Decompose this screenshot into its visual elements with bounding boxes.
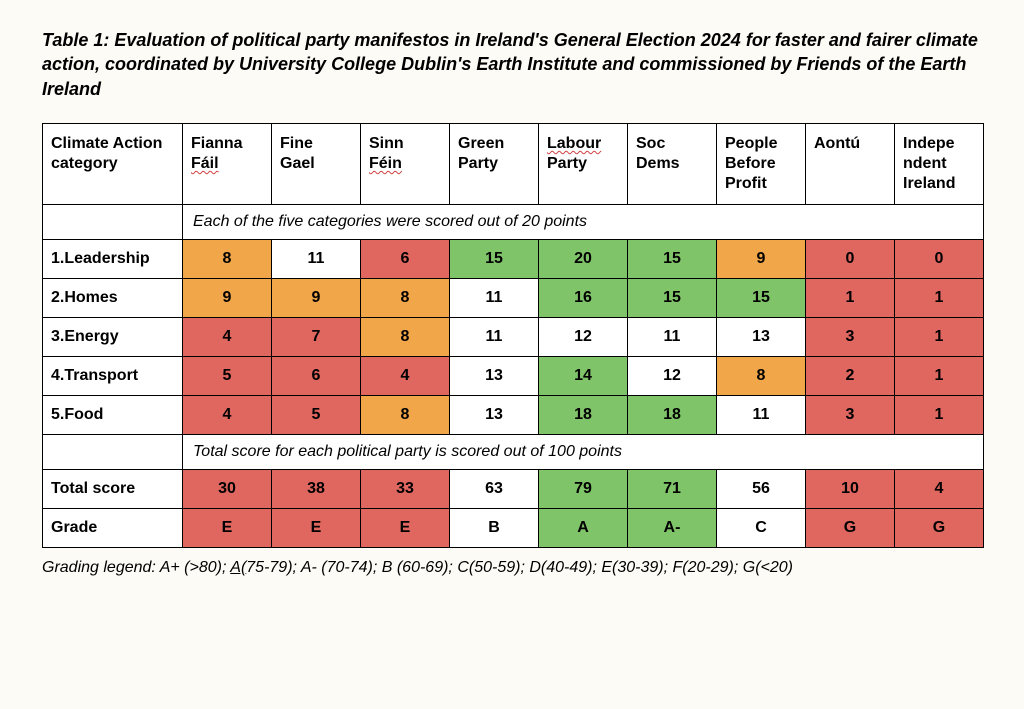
- score-cell: 16: [539, 278, 628, 317]
- category-header: Climate Action category: [43, 123, 183, 204]
- score-cell: 9: [272, 278, 361, 317]
- row-label: Total score: [43, 469, 183, 508]
- score-cell: 11: [628, 317, 717, 356]
- score-cell: 11: [450, 317, 539, 356]
- score-cell: E: [183, 508, 272, 547]
- table-row: 5.Food4581318181131: [43, 395, 984, 434]
- score-cell: A-: [628, 508, 717, 547]
- row-label: 3.Energy: [43, 317, 183, 356]
- party-header: IndependentIreland: [895, 123, 984, 204]
- score-cell: 9: [717, 239, 806, 278]
- evaluation-table: Climate Action category FiannaFáilFineGa…: [42, 123, 984, 548]
- score-cell: 6: [361, 239, 450, 278]
- score-cell: 5: [183, 356, 272, 395]
- score-cell: 4: [183, 317, 272, 356]
- table-row: Total score30383363797156104: [43, 469, 984, 508]
- note-spacer: [43, 434, 183, 469]
- score-cell: G: [806, 508, 895, 547]
- score-cell: 5: [272, 395, 361, 434]
- table-title: Table 1: Evaluation of political party m…: [42, 28, 982, 101]
- score-cell: 15: [717, 278, 806, 317]
- party-header: FiannaFáil: [183, 123, 272, 204]
- score-cell: 4: [361, 356, 450, 395]
- score-cell: 8: [717, 356, 806, 395]
- score-cell: G: [895, 508, 984, 547]
- score-cell: C: [717, 508, 806, 547]
- score-cell: 11: [717, 395, 806, 434]
- note-text: Total score for each political party is …: [183, 434, 984, 469]
- score-cell: 20: [539, 239, 628, 278]
- score-cell: 11: [450, 278, 539, 317]
- row-label: 5.Food: [43, 395, 183, 434]
- score-cell: 3: [806, 395, 895, 434]
- score-cell: 13: [450, 395, 539, 434]
- score-cell: 12: [628, 356, 717, 395]
- note-row: Each of the five categories were scored …: [43, 204, 984, 239]
- score-cell: 4: [183, 395, 272, 434]
- score-cell: 33: [361, 469, 450, 508]
- score-cell: E: [272, 508, 361, 547]
- party-header: SocDems: [628, 123, 717, 204]
- score-cell: 1: [895, 278, 984, 317]
- score-cell: B: [450, 508, 539, 547]
- score-cell: 1: [806, 278, 895, 317]
- score-cell: 30: [183, 469, 272, 508]
- score-cell: 13: [450, 356, 539, 395]
- score-cell: 11: [272, 239, 361, 278]
- score-cell: 15: [628, 239, 717, 278]
- score-cell: 7: [272, 317, 361, 356]
- score-cell: 8: [361, 278, 450, 317]
- table-row: 1.Leadership8116152015900: [43, 239, 984, 278]
- row-label: 1.Leadership: [43, 239, 183, 278]
- header-row: Climate Action category FiannaFáilFineGa…: [43, 123, 984, 204]
- row-label: 2.Homes: [43, 278, 183, 317]
- score-cell: 18: [628, 395, 717, 434]
- table-row: 4.Transport564131412821: [43, 356, 984, 395]
- score-cell: A: [539, 508, 628, 547]
- party-header: GreenParty: [450, 123, 539, 204]
- party-header: FineGael: [272, 123, 361, 204]
- row-label: 4.Transport: [43, 356, 183, 395]
- score-cell: 18: [539, 395, 628, 434]
- score-cell: 15: [450, 239, 539, 278]
- table-row: 2.Homes9981116151511: [43, 278, 984, 317]
- score-cell: 63: [450, 469, 539, 508]
- score-cell: 14: [539, 356, 628, 395]
- score-cell: 1: [895, 395, 984, 434]
- table-row: GradeEEEBAA-CGG: [43, 508, 984, 547]
- score-cell: 13: [717, 317, 806, 356]
- party-header: PeopleBeforeProfit: [717, 123, 806, 204]
- score-cell: 4: [895, 469, 984, 508]
- score-cell: 8: [183, 239, 272, 278]
- score-cell: 15: [628, 278, 717, 317]
- score-cell: 1: [895, 317, 984, 356]
- score-cell: 71: [628, 469, 717, 508]
- grading-legend: Grading legend: A+ (>80); A(75-79); A- (…: [42, 558, 982, 579]
- score-cell: 6: [272, 356, 361, 395]
- score-cell: 3: [806, 317, 895, 356]
- party-header: Aontú: [806, 123, 895, 204]
- score-cell: 56: [717, 469, 806, 508]
- score-cell: 8: [361, 395, 450, 434]
- score-cell: 12: [539, 317, 628, 356]
- score-cell: E: [361, 508, 450, 547]
- score-cell: 2: [806, 356, 895, 395]
- note-text: Each of the five categories were scored …: [183, 204, 984, 239]
- party-header: LabourParty: [539, 123, 628, 204]
- score-cell: 10: [806, 469, 895, 508]
- note-row: Total score for each political party is …: [43, 434, 984, 469]
- score-cell: 9: [183, 278, 272, 317]
- score-cell: 0: [806, 239, 895, 278]
- score-cell: 0: [895, 239, 984, 278]
- score-cell: 1: [895, 356, 984, 395]
- row-label: Grade: [43, 508, 183, 547]
- score-cell: 38: [272, 469, 361, 508]
- score-cell: 8: [361, 317, 450, 356]
- table-row: 3.Energy4781112111331: [43, 317, 984, 356]
- party-header: SinnFéin: [361, 123, 450, 204]
- score-cell: 79: [539, 469, 628, 508]
- note-spacer: [43, 204, 183, 239]
